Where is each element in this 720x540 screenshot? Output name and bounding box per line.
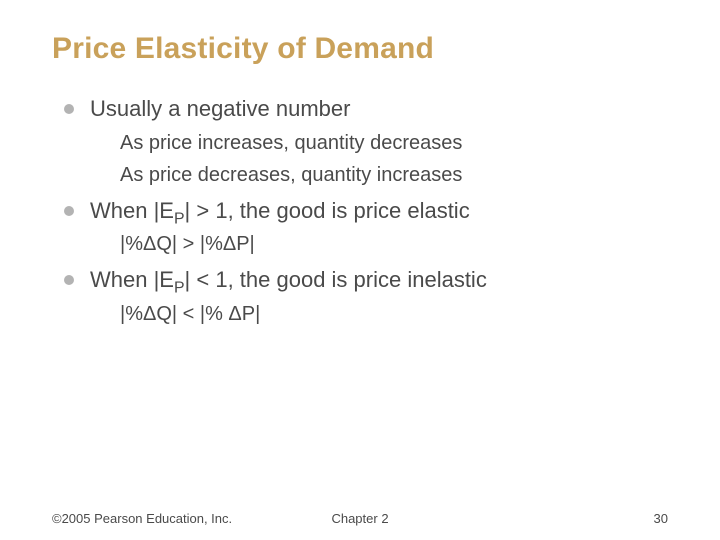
footer-chapter: Chapter 2 bbox=[331, 511, 388, 526]
sub-list: |%ΔQ| < |% ΔP| bbox=[90, 299, 668, 329]
bullet-text: Usually a negative number bbox=[90, 96, 350, 121]
sub-item: |%ΔQ| < |% ΔP| bbox=[120, 299, 668, 329]
slide-title: Price Elasticity of Demand bbox=[52, 32, 668, 66]
bullet-item: Usually a negative number As price incre… bbox=[64, 94, 668, 190]
sub-list: |%ΔQ| > |%ΔP| bbox=[90, 229, 668, 259]
footer-copyright: ©2005 Pearson Education, Inc. bbox=[52, 511, 232, 526]
bullet-text: When |EP| < 1, the good is price inelast… bbox=[90, 267, 487, 292]
sub-item: As price decreases, quantity increases bbox=[120, 160, 668, 190]
sub-item: As price increases, quantity decreases bbox=[120, 128, 668, 158]
sub-item: |%ΔQ| > |%ΔP| bbox=[120, 229, 668, 259]
sub-list: As price increases, quantity decreases A… bbox=[90, 128, 668, 190]
bullet-item: When |EP| > 1, the good is price elastic… bbox=[64, 196, 668, 260]
bullet-text: When |EP| > 1, the good is price elastic bbox=[90, 198, 470, 223]
footer: ©2005 Pearson Education, Inc. Chapter 2 … bbox=[0, 511, 720, 526]
bullet-item: When |EP| < 1, the good is price inelast… bbox=[64, 265, 668, 329]
bullet-list: Usually a negative number As price incre… bbox=[52, 94, 668, 329]
footer-page-number: 30 bbox=[654, 511, 668, 526]
slide: Price Elasticity of Demand Usually a neg… bbox=[0, 0, 720, 540]
